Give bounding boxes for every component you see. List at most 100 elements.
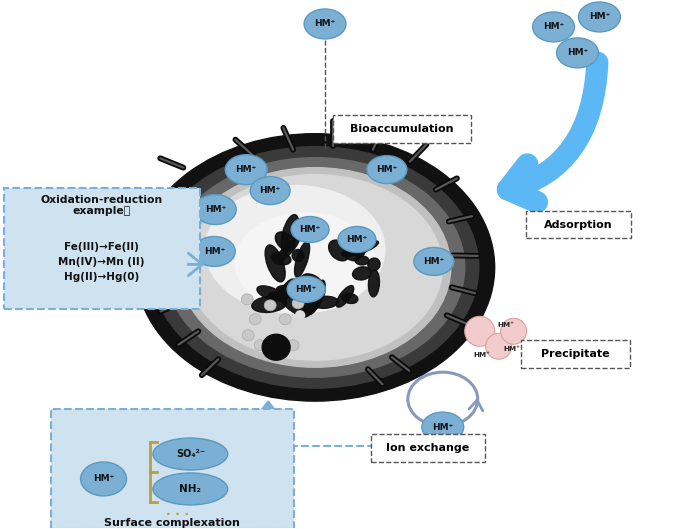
Ellipse shape xyxy=(81,462,127,496)
FancyBboxPatch shape xyxy=(3,188,200,309)
Ellipse shape xyxy=(342,293,358,304)
Text: HM⁺: HM⁺ xyxy=(567,48,588,57)
Ellipse shape xyxy=(355,256,369,265)
Ellipse shape xyxy=(287,276,325,303)
Ellipse shape xyxy=(271,252,291,264)
Text: HM⁺: HM⁺ xyxy=(473,352,490,358)
Ellipse shape xyxy=(165,158,464,377)
Ellipse shape xyxy=(343,244,361,261)
Text: HM⁺: HM⁺ xyxy=(503,346,520,352)
FancyArrowPatch shape xyxy=(469,400,483,411)
Ellipse shape xyxy=(336,286,353,307)
Ellipse shape xyxy=(277,287,306,315)
Ellipse shape xyxy=(579,2,621,32)
Ellipse shape xyxy=(279,275,307,294)
Ellipse shape xyxy=(295,290,322,304)
FancyBboxPatch shape xyxy=(51,409,294,529)
Ellipse shape xyxy=(295,242,310,277)
Text: Ion exchange: Ion exchange xyxy=(386,443,469,453)
Ellipse shape xyxy=(277,285,292,291)
Ellipse shape xyxy=(287,340,299,351)
FancyBboxPatch shape xyxy=(521,340,630,368)
Ellipse shape xyxy=(254,340,266,351)
Ellipse shape xyxy=(153,438,227,470)
Ellipse shape xyxy=(270,346,282,357)
Ellipse shape xyxy=(464,316,495,346)
Text: Adsorption: Adsorption xyxy=(544,220,613,230)
Ellipse shape xyxy=(291,216,329,242)
Ellipse shape xyxy=(532,12,575,42)
Text: HM⁺: HM⁺ xyxy=(497,322,514,329)
FancyArrowPatch shape xyxy=(508,62,597,202)
Ellipse shape xyxy=(250,177,290,205)
Ellipse shape xyxy=(292,298,304,309)
Ellipse shape xyxy=(358,238,366,255)
Ellipse shape xyxy=(235,213,375,312)
Text: SO₄²⁻: SO₄²⁻ xyxy=(176,449,205,459)
Text: HM⁺: HM⁺ xyxy=(376,165,397,174)
Text: Fe(III)→Fe(II): Fe(III)→Fe(II) xyxy=(64,242,139,252)
Ellipse shape xyxy=(356,243,366,258)
Ellipse shape xyxy=(414,248,453,276)
Ellipse shape xyxy=(264,300,276,311)
Ellipse shape xyxy=(265,245,285,282)
Text: HM⁺: HM⁺ xyxy=(260,186,281,195)
Ellipse shape xyxy=(151,147,479,388)
Ellipse shape xyxy=(367,156,407,184)
FancyBboxPatch shape xyxy=(371,434,485,462)
Text: Surface complexation: Surface complexation xyxy=(104,518,240,528)
Ellipse shape xyxy=(225,154,267,185)
Ellipse shape xyxy=(368,258,380,271)
Ellipse shape xyxy=(241,294,253,305)
FancyArrowPatch shape xyxy=(188,253,202,276)
Text: HM⁺: HM⁺ xyxy=(205,205,226,214)
Text: . . .: . . . xyxy=(166,505,189,518)
Ellipse shape xyxy=(269,292,288,301)
Ellipse shape xyxy=(338,226,376,252)
Ellipse shape xyxy=(279,314,291,325)
Ellipse shape xyxy=(303,274,321,285)
FancyBboxPatch shape xyxy=(525,211,632,239)
Ellipse shape xyxy=(249,314,261,325)
Ellipse shape xyxy=(257,286,284,301)
FancyBboxPatch shape xyxy=(333,115,471,143)
Text: HM⁺: HM⁺ xyxy=(299,225,321,234)
Text: HM⁺: HM⁺ xyxy=(347,235,368,244)
Text: Hg(II)→Hg(0): Hg(II)→Hg(0) xyxy=(64,272,139,282)
Ellipse shape xyxy=(242,330,254,341)
Ellipse shape xyxy=(486,333,512,359)
Ellipse shape xyxy=(282,215,299,252)
Ellipse shape xyxy=(262,334,290,360)
Ellipse shape xyxy=(312,296,338,308)
Ellipse shape xyxy=(296,311,305,320)
Ellipse shape xyxy=(275,238,299,263)
FancyArrowPatch shape xyxy=(257,402,279,424)
Ellipse shape xyxy=(292,250,304,261)
Ellipse shape xyxy=(188,175,443,360)
Ellipse shape xyxy=(299,285,325,317)
FancyArrowPatch shape xyxy=(257,404,279,426)
Ellipse shape xyxy=(179,168,451,367)
Ellipse shape xyxy=(329,240,349,261)
Ellipse shape xyxy=(342,241,378,257)
Ellipse shape xyxy=(195,195,236,224)
Text: HM⁺: HM⁺ xyxy=(543,22,564,31)
Text: HM⁺: HM⁺ xyxy=(236,165,257,174)
Text: Precipitate: Precipitate xyxy=(541,349,610,359)
Text: HM⁺: HM⁺ xyxy=(432,423,453,432)
Ellipse shape xyxy=(501,318,527,344)
Ellipse shape xyxy=(304,9,346,39)
Text: HM⁺: HM⁺ xyxy=(423,257,445,266)
Text: Oxidation-reduction
example：: Oxidation-reduction example： xyxy=(40,195,162,216)
Ellipse shape xyxy=(275,232,295,251)
Ellipse shape xyxy=(422,412,464,442)
Text: HM⁺: HM⁺ xyxy=(295,285,316,294)
Ellipse shape xyxy=(153,473,227,505)
Text: NH₂: NH₂ xyxy=(179,484,201,494)
Text: HM⁺: HM⁺ xyxy=(203,247,225,256)
Text: Mn(IV)→Mn (II): Mn(IV)→Mn (II) xyxy=(58,258,145,268)
Ellipse shape xyxy=(353,267,371,280)
Ellipse shape xyxy=(252,296,286,313)
Text: HM⁺: HM⁺ xyxy=(589,13,610,22)
Ellipse shape xyxy=(193,236,235,267)
